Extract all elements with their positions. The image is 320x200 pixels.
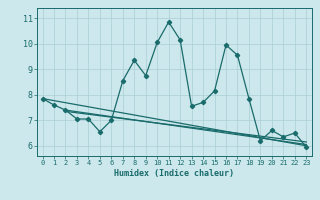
X-axis label: Humidex (Indice chaleur): Humidex (Indice chaleur) [115, 169, 234, 178]
